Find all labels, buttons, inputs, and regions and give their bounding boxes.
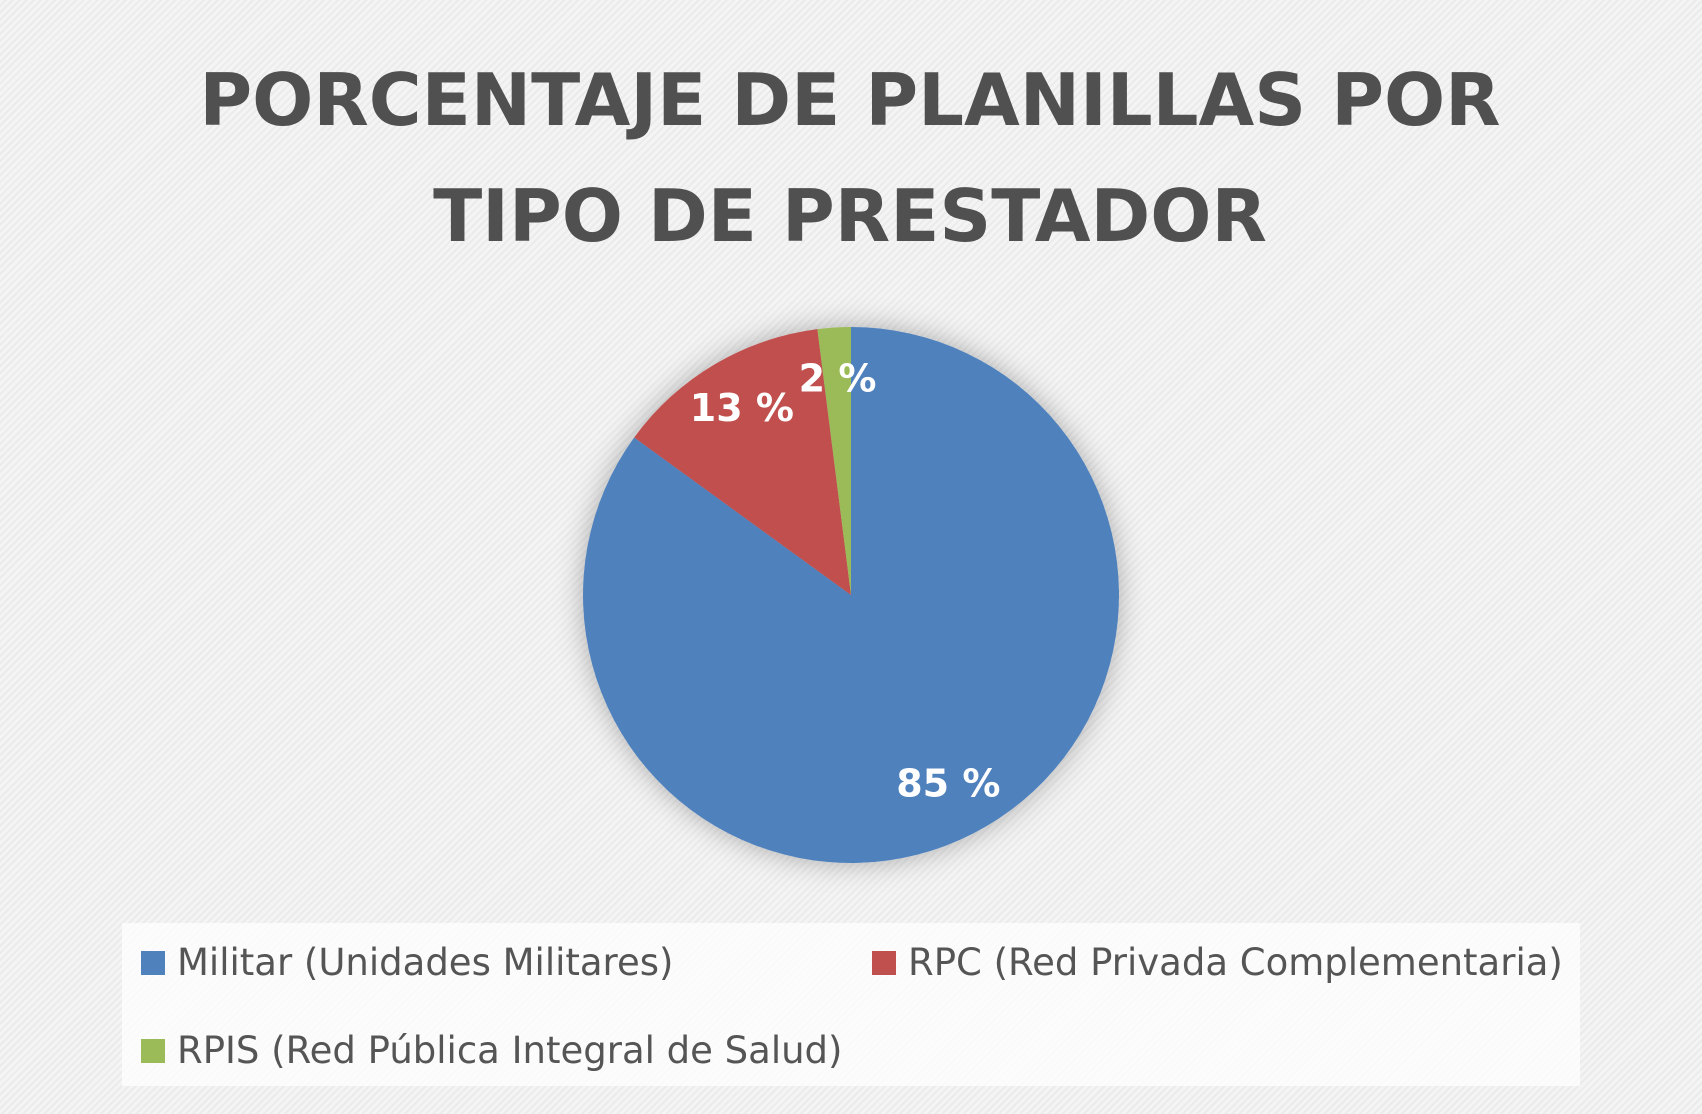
legend-swatch <box>872 950 896 975</box>
legend-swatch <box>141 1038 165 1063</box>
legend-label: RPIS (Red Pública Integral de Salud) <box>177 1029 843 1072</box>
pie-slice <box>634 329 851 595</box>
pie <box>582 327 1119 863</box>
legend-label: RPC (Red Privada Complementaria) <box>908 941 1563 984</box>
data-label: 13 % <box>690 386 794 430</box>
pie-slice <box>817 327 851 595</box>
legend: Militar (Unidades Militares) RPC (Red Pri… <box>122 923 1580 1086</box>
legend-item: Militar (Unidades Militares) <box>141 941 673 984</box>
legend-item: RPIS (Red Pública Integral de Salud) <box>141 1029 842 1072</box>
data-label: 85 % <box>896 762 1000 806</box>
chart-title: PORCENTAJE DE PLANILLAS POR TIPO DE PRES… <box>199 58 1501 258</box>
legend-item: RPC (Red Privada Complementaria) <box>872 941 1563 984</box>
legend-swatch <box>141 950 165 975</box>
legend-label: Militar (Unidades Militares) <box>177 941 674 984</box>
data-label: 2 % <box>799 357 877 401</box>
